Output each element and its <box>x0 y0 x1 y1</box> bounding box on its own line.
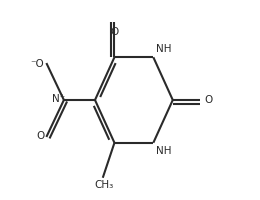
Text: N⁺: N⁺ <box>52 94 65 104</box>
Text: O: O <box>205 95 213 105</box>
Text: NH: NH <box>156 44 172 54</box>
Text: ⁻O: ⁻O <box>31 59 44 69</box>
Text: O: O <box>110 27 119 37</box>
Text: NH: NH <box>156 146 172 156</box>
Text: O: O <box>36 131 44 141</box>
Text: CH₃: CH₃ <box>94 180 113 190</box>
